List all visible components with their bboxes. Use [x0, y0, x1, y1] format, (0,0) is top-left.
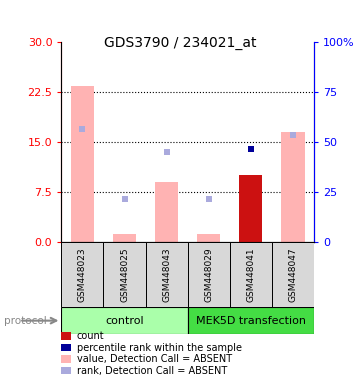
- Bar: [61, 307, 188, 334]
- Text: GSM448047: GSM448047: [288, 247, 297, 302]
- Text: GSM448029: GSM448029: [204, 247, 213, 302]
- Bar: [230, 242, 272, 307]
- Text: control: control: [105, 316, 144, 326]
- Bar: [61, 242, 104, 307]
- Text: percentile rank within the sample: percentile rank within the sample: [77, 343, 242, 353]
- Bar: [239, 175, 262, 242]
- Text: count: count: [77, 331, 105, 341]
- Bar: [71, 86, 94, 242]
- Bar: [188, 307, 314, 334]
- Bar: [282, 132, 305, 242]
- Text: protocol: protocol: [4, 316, 46, 326]
- Bar: [145, 242, 188, 307]
- Text: GSM448023: GSM448023: [78, 247, 87, 302]
- Text: rank, Detection Call = ABSENT: rank, Detection Call = ABSENT: [77, 366, 227, 376]
- Text: GSM448041: GSM448041: [247, 247, 255, 302]
- Text: MEK5D transfection: MEK5D transfection: [196, 316, 306, 326]
- Bar: [197, 234, 220, 242]
- Text: GDS3790 / 234021_at: GDS3790 / 234021_at: [104, 36, 257, 50]
- Bar: [104, 242, 145, 307]
- Bar: [188, 242, 230, 307]
- Text: value, Detection Call = ABSENT: value, Detection Call = ABSENT: [77, 354, 232, 364]
- Bar: [113, 234, 136, 242]
- Bar: [272, 242, 314, 307]
- Text: GSM448025: GSM448025: [120, 247, 129, 302]
- Bar: [155, 182, 178, 242]
- Text: GSM448043: GSM448043: [162, 247, 171, 302]
